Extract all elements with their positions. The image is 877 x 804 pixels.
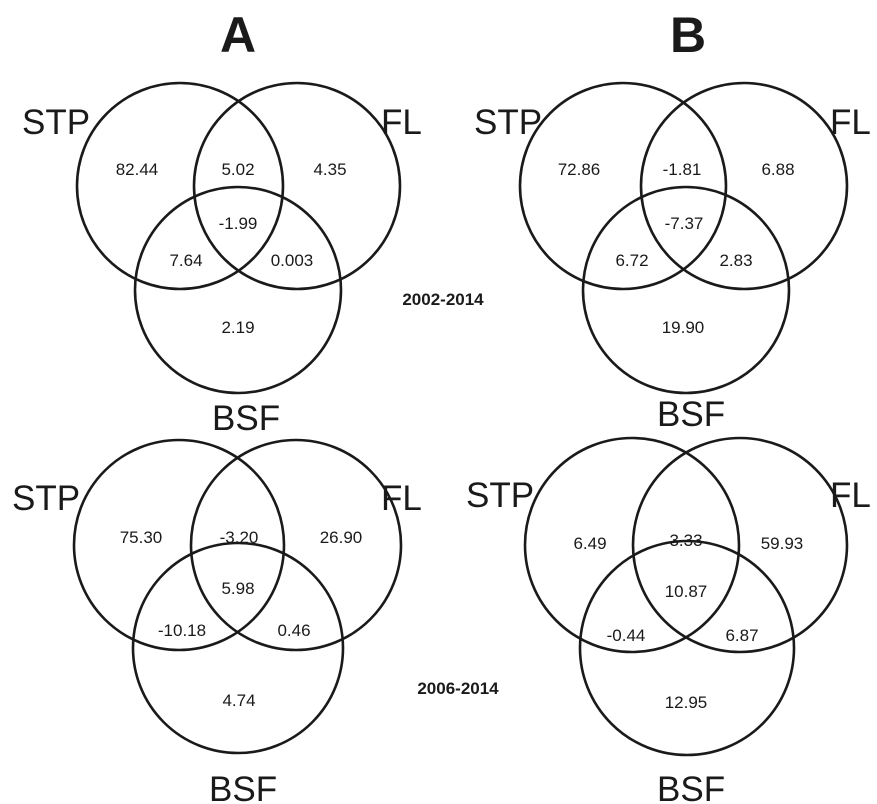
set-label-stp: STP: [12, 479, 80, 518]
region-bsf-only: 4.74: [222, 691, 255, 710]
region-stp-fl: -1.81: [663, 160, 702, 179]
region-stp-only: 82.44: [116, 160, 159, 179]
fl-circle: [639, 81, 849, 291]
venn-diagram-a-top: STP FL BSF 82.44 5.02 4.35 -1.99 7.64 0.…: [22, 81, 422, 438]
set-label-stp: STP: [474, 103, 542, 142]
region-fl-bsf: 0.003: [271, 251, 314, 270]
region-fl-only: 4.35: [313, 160, 346, 179]
fl-circle: [189, 438, 403, 652]
region-bsf-only: 12.95: [665, 693, 708, 712]
stp-circle: [523, 436, 741, 654]
region-fl-only: 6.88: [761, 160, 794, 179]
region-stp-bsf: -10.18: [158, 621, 206, 640]
region-fl-bsf: 2.83: [719, 251, 752, 270]
set-label-bsf: BSF: [209, 770, 277, 804]
period-label-bottom: 2006-2014: [417, 679, 499, 698]
set-label-fl: FL: [381, 103, 422, 142]
region-stp-fl: 5.02: [221, 160, 254, 179]
bsf-circle: [578, 539, 796, 757]
stp-circle: [75, 81, 285, 291]
fl-circle: [192, 81, 402, 291]
bsf-circle: [581, 185, 791, 395]
region-fl-only: 59.93: [761, 534, 804, 553]
panel-letter-a: A: [220, 7, 256, 63]
region-all-three: 5.98: [221, 579, 254, 598]
set-label-stp: STP: [466, 476, 534, 515]
venn-diagram-b-top: STP FL BSF 72.86 -1.81 6.88 -7.37 6.72 2…: [474, 81, 871, 434]
set-label-fl: FL: [830, 103, 871, 142]
bsf-circle: [131, 541, 345, 755]
region-bsf-only: 19.90: [662, 318, 705, 337]
fl-circle: [631, 436, 849, 654]
venn-diagram-a-bottom: STP FL BSF 75.30 -3.20 26.90 5.98 -10.18…: [12, 438, 422, 804]
stp-circle: [518, 81, 728, 291]
region-fl-bsf: 0.46: [277, 621, 310, 640]
region-stp-fl: 3.33: [669, 531, 702, 550]
region-stp-bsf: -0.44: [607, 626, 646, 645]
set-label-bsf: BSF: [212, 399, 280, 438]
region-stp-fl: -3.20: [220, 528, 259, 547]
region-fl-only: 26.90: [320, 528, 363, 547]
set-label-bsf: BSF: [657, 770, 725, 804]
region-all-three: -7.37: [665, 214, 704, 233]
set-label-fl: FL: [381, 479, 422, 518]
region-all-three: -1.99: [219, 214, 258, 233]
region-fl-bsf: 6.87: [725, 626, 758, 645]
period-label-top: 2002-2014: [402, 290, 484, 309]
set-label-stp: STP: [22, 103, 90, 142]
bsf-circle: [133, 185, 343, 395]
stp-circle: [72, 438, 286, 652]
region-stp-bsf: 6.72: [615, 251, 648, 270]
region-bsf-only: 2.19: [221, 318, 254, 337]
region-stp-only: 72.86: [558, 160, 601, 179]
set-label-fl: FL: [830, 476, 871, 515]
venn-diagram-b-bottom: STP FL BSF 6.49 3.33 59.93 10.87 -0.44 6…: [466, 436, 871, 804]
region-all-three: 10.87: [665, 582, 708, 601]
set-label-bsf: BSF: [657, 395, 725, 434]
region-stp-bsf: 7.64: [169, 251, 202, 270]
region-stp-only: 75.30: [120, 528, 163, 547]
panel-letter-b: B: [670, 7, 706, 63]
region-stp-only: 6.49: [573, 534, 606, 553]
